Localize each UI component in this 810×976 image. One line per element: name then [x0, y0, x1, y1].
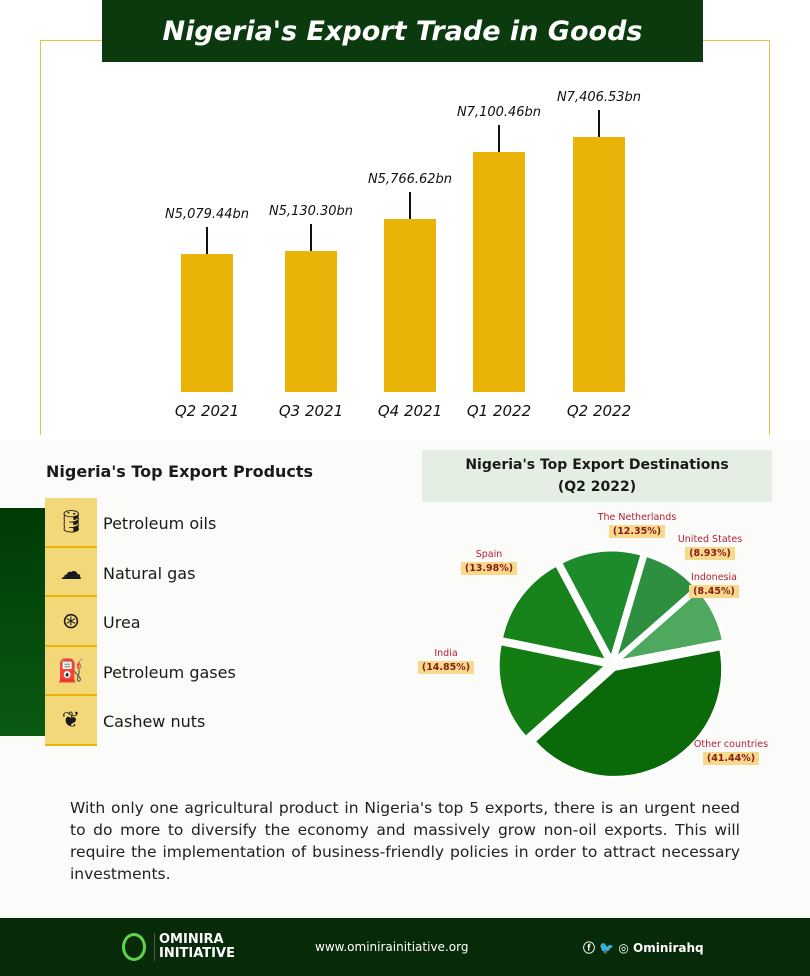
product-item: ❦ Cashew nuts [45, 697, 345, 746]
slice-name: Indonesia [691, 572, 737, 583]
pie-subtitle: (Q2 2022) [557, 479, 637, 495]
label-stem [498, 125, 500, 153]
data-label: N7,406.53bn [556, 89, 642, 105]
logo: OMINIRA INITIATIVE [122, 933, 235, 961]
product-item: 🛢 Petroleum oils [45, 499, 345, 548]
pie-slice [558, 548, 644, 662]
slice-percent: (14.85%) [417, 661, 475, 674]
pie-label: India (14.85%) [396, 648, 496, 674]
category-label: Q4 2021 [377, 402, 443, 420]
co2-cloud-icon: ☁ [45, 549, 97, 597]
pie-title-text: Nigeria's Top Export Destinations [465, 457, 729, 473]
category-label: Q1 2022 [466, 402, 532, 420]
data-label: N5,766.62bn [367, 172, 453, 188]
title-text: Nigeria's Export Trade in Goods [162, 15, 643, 47]
twitter-icon[interactable]: 🐦 [599, 940, 615, 955]
label-stem [409, 192, 411, 220]
social-handle: Ominirahq [633, 940, 704, 955]
slice-name: India [434, 648, 458, 659]
fuel-pump-icon: ⛽ [45, 648, 97, 696]
slice-percent: (41.44%) [702, 752, 760, 765]
product-item: ⊛ Urea [45, 598, 345, 647]
website-link[interactable]: www.ominirainitiative.org [315, 940, 469, 954]
category-label: Q3 2021 [278, 402, 344, 420]
kidney-icon: ⊛ [45, 599, 97, 647]
bar [285, 251, 337, 392]
facebook-icon[interactable]: ⓕ [583, 940, 596, 955]
pie-label: United States (8.93%) [660, 534, 760, 560]
cashew-icon: ❦ [45, 698, 97, 746]
slice-name: The Netherlands [597, 512, 677, 523]
icon-column [45, 498, 97, 746]
pie-label: Spain (13.98%) [439, 549, 539, 575]
oil-rig-icon: 🛢 [45, 500, 97, 548]
slice-name: United States [677, 534, 743, 545]
data-label: N5,079.44bn [164, 207, 250, 222]
decorative-green-block [0, 508, 45, 736]
label-stem [310, 224, 312, 252]
power-logo-icon [122, 933, 146, 961]
pie-label: Other countries (41.44%) [681, 739, 781, 765]
slice-percent: (8.45%) [689, 585, 739, 598]
product-item: ⛽ Petroleum gases [45, 648, 345, 697]
pie-label: Indonesia (8.45%) [664, 572, 764, 598]
category-label: Q2 2022 [566, 402, 632, 420]
data-label: N5,130.30bn [268, 204, 354, 220]
product-label: Petroleum gases [103, 662, 236, 682]
bar [573, 136, 625, 392]
category-label: Q2 2021 [174, 402, 240, 420]
social-links[interactable]: ⓕ 🐦 ◎ Ominirahq [583, 939, 704, 956]
product-item: ☁ Natural gas [45, 549, 345, 598]
product-label: Natural gas [103, 563, 196, 583]
slice-name: Spain [475, 549, 503, 560]
pie-slice [499, 563, 611, 663]
slice-percent: (12.35%) [608, 525, 666, 538]
products-title: Nigeria's Top Export Products [46, 462, 314, 481]
pie-label: The Netherlands (12.35%) [587, 512, 687, 538]
data-label: N7,100.46bn [456, 105, 542, 121]
slice-percent: (8.93%) [685, 547, 735, 560]
slice-name: Other countries [693, 739, 769, 750]
label-stem [206, 227, 208, 254]
product-label: Urea [103, 613, 141, 632]
pie-title: Nigeria's Top Export Destinations (Q2 20… [422, 450, 772, 502]
product-label: Petroleum oils [103, 514, 217, 533]
bar [473, 152, 525, 392]
label-stem [598, 109, 600, 137]
logo-line2: INITIATIVE [159, 946, 235, 961]
footer: OMINIRA INITIATIVE www.ominirainitiative.… [0, 918, 810, 976]
logo-line1: OMINIRA [159, 932, 224, 947]
instagram-icon[interactable]: ◎ [618, 940, 629, 955]
slice-percent: (13.98%) [460, 562, 518, 575]
pie-slice [532, 647, 725, 779]
summary-paragraph: With only one agricultural product in Ni… [70, 799, 740, 883]
product-label: Cashew nuts [103, 712, 206, 731]
bar [384, 219, 436, 392]
pie-slice [496, 641, 610, 740]
bar [181, 254, 233, 392]
page-title: Nigeria's Export Trade in Goods [102, 0, 703, 62]
